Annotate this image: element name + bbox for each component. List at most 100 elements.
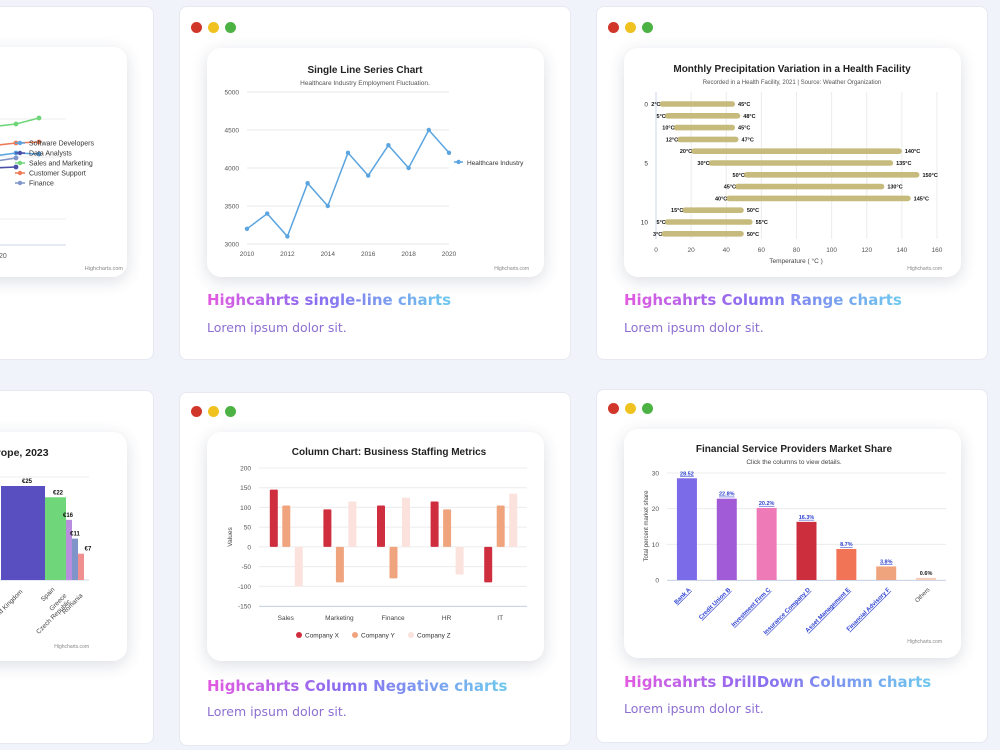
range-high-label: 130°C [887,185,902,191]
bar [377,505,385,547]
column-range-chart-svg: Monthly Precipitation Variation in a Hea… [641,64,943,272]
range-bar [708,160,894,166]
single-line-chart[interactable]: Single Line Series Chart Healthcare Indus… [207,48,544,277]
legend-item: Sales and Marketing [29,161,93,168]
multi-line-chart-svg: 2020 Software Developers Data Analysts Sale… [0,115,123,272]
x-tick-label[interactable]: Investment Firm C [731,587,773,629]
chart-subtitle: Recorded in a Health Facility, 2021 | So… [703,80,881,86]
range-low-label: 45°C [724,185,736,191]
drilldown-chart[interactable]: Financial Service Providers Market Share… [624,429,961,658]
y-tick-label: -50 [242,564,252,571]
range-bar [661,231,744,237]
legend-symbol [17,150,23,156]
credits: Highcharts.com [54,644,89,650]
x-tick-label: 2012 [280,251,295,258]
bar [716,498,737,580]
card-subtitle: Lorem ipsum dolor sit. [624,701,764,716]
range-high-label: 50°C [747,208,759,214]
card-single-line[interactable]: Single Line Series Chart Healthcare Indus… [179,6,571,360]
range-bar [735,183,885,190]
multi-line-chart: 2020 Software Developers Data Analysts Sale… [0,47,127,277]
legend-item: Company Z [417,633,451,640]
range-bar [726,195,911,202]
range-high-label: 135°C [896,161,911,167]
x-tick-label[interactable]: Bank A [674,587,693,606]
data-label: 20.2% [759,501,775,507]
x-tick-label[interactable]: Financial Advisory F [846,587,892,633]
y-tick-label: 0 [644,102,648,109]
data-point [446,150,452,155]
y-tick-label: 150 [240,485,251,492]
data-label: €25 [22,479,33,485]
card-title[interactable]: Highcahrts DrillDown Column charts [624,673,932,691]
x-tick-label: 2014 [321,251,336,258]
range-low-label: 20°C [680,149,692,155]
column-negative-chart-svg: Column Chart: Business Staffing Metrics 2… [227,447,527,640]
series-line [0,117,40,127]
bar [348,501,357,547]
series-point [36,139,42,145]
card-title[interactable]: Highcahrts Column Negative charts [207,677,508,695]
column-negative-chart[interactable]: Column Chart: Business Staffing Metrics 2… [207,432,544,661]
card-drilldown[interactable]: Financial Service Providers Market Share… [596,389,988,743]
bar [335,546,344,583]
window-dot-red [608,22,619,33]
x-tick-label[interactable]: Credit Union B [698,587,732,621]
data-point [305,181,310,186]
series-point [36,115,42,121]
x-tick-label: 80 [793,247,801,254]
bar [323,509,332,547]
range-low-label: 15°C [671,208,683,214]
x-tick-label[interactable]: Asset Management E [805,587,852,634]
legend-symbol [17,180,23,186]
europe-bar-chart-svg: in Europe, 2023€27€25€22€16€11€7alyUnite… [0,447,92,650]
bar [496,505,505,547]
card-subtitle: Lorem ipsum dolor sit. [624,320,764,335]
bar [836,548,857,580]
legend-item: Software Developers [29,141,94,148]
chart-title: Monthly Precipitation Variation in a Hea… [673,64,911,75]
range-high-label: 145°C [914,196,929,202]
window-dot-yellow [208,406,219,417]
bar [1,486,45,580]
x-tick-label: 2020 [442,251,457,258]
bar [78,553,84,580]
window-dot-green [225,406,236,417]
x-tick-label: 2010 [240,251,255,258]
x-tick-label: Others [915,587,932,604]
bar [66,519,72,580]
card-column-negative[interactable]: Column Chart: Business Staffing Metrics 2… [179,392,571,746]
drilldown-chart-svg: Financial Service Providers Market Share… [644,444,946,645]
chart-title: Single Line Series Chart [307,65,423,76]
window-dot-red [608,403,619,414]
range-low-label: 12°C [666,137,678,143]
data-label: €22 [53,490,64,496]
range-high-label: 47°C [742,137,754,143]
card-title[interactable]: Highcahrts Column Range charts [624,291,902,309]
card-column-range[interactable]: Monthly Precipitation Variation in a Hea… [596,6,988,360]
bar [402,497,410,547]
series-line [0,157,17,162]
legend-item: Data Analysts [29,151,72,158]
legend-symbol [408,632,414,638]
card-multi-line: 2020 Software Developers Data Analysts Sale… [0,6,154,360]
column-range-chart[interactable]: Monthly Precipitation Variation in a Hea… [624,48,961,277]
x-axis-title: Temperature ( °C ) [769,257,823,265]
card-title[interactable]: Highcahrts single-line charts [207,291,452,309]
x-tick-label: 0 [654,247,658,254]
data-label: 8.7% [840,542,853,548]
bar [72,538,78,580]
window-dot-yellow [625,22,636,33]
range-low-label: 2°C [651,102,660,108]
bar [430,501,439,547]
bar [876,566,897,580]
y-tick-label: 0 [247,544,251,551]
y-tick-label: 5 [644,161,648,168]
x-tick-label: Marketing [325,615,354,622]
range-high-label: 140°C [905,149,920,155]
series-line [246,128,450,238]
window-dot-yellow [208,22,219,33]
data-label: 22.8% [719,492,735,498]
x-tick-label: 120 [861,247,872,254]
range-bar [677,136,739,143]
